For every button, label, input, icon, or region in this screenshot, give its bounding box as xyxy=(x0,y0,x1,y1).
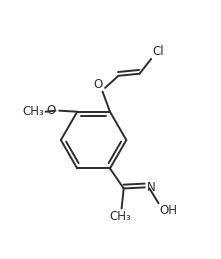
Text: O: O xyxy=(93,78,103,91)
Text: Cl: Cl xyxy=(152,45,164,58)
Text: CH₃: CH₃ xyxy=(110,210,131,223)
Text: CH₃: CH₃ xyxy=(23,105,44,118)
Text: OH: OH xyxy=(160,204,178,217)
Text: O: O xyxy=(46,104,55,117)
Text: N: N xyxy=(147,181,156,194)
